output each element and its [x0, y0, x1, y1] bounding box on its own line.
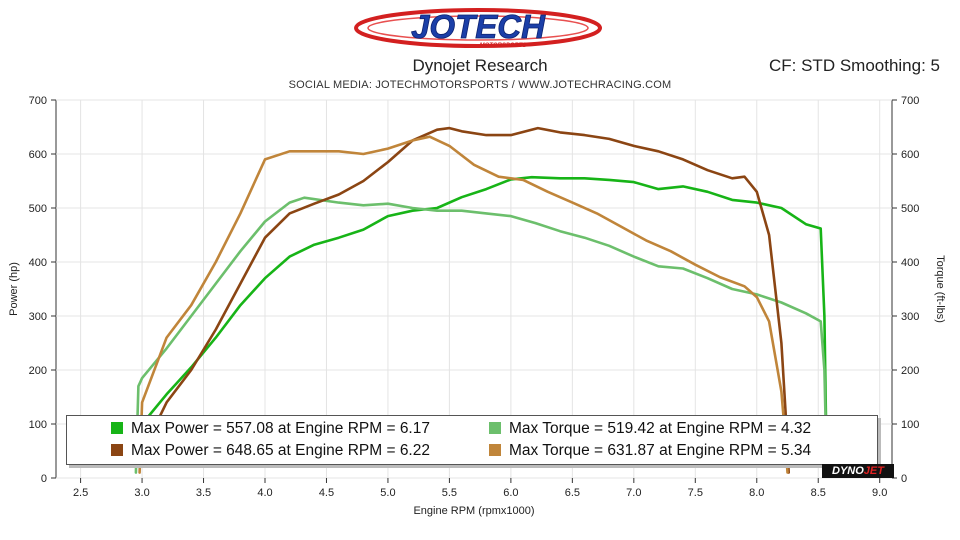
y-tick-label-right: 0: [901, 473, 907, 485]
x-axis-label: Engine RPM (rpmx1000): [413, 505, 534, 517]
x-tick-label: 7.0: [626, 487, 641, 499]
legend-swatch: [111, 444, 123, 456]
chart-title: Dynojet Research: [412, 56, 548, 75]
x-tick-label: 3.5: [196, 487, 211, 499]
y-tick-label-right: 200: [901, 365, 919, 377]
series-line-torque-2: [138, 135, 789, 474]
y-tick-label-right: 100: [901, 419, 919, 431]
y-tick-label-left: 100: [29, 419, 47, 431]
series-lines: [134, 126, 829, 474]
legend-swatch: [111, 422, 123, 434]
dynojet-watermark: DYNOJET: [822, 464, 894, 478]
x-tick-label: 2.5: [73, 487, 88, 499]
watermark-b: JET: [863, 465, 884, 477]
x-tick-label: 7.5: [688, 487, 703, 499]
x-tick-label: 8.0: [749, 487, 764, 499]
series-line-power-1: [134, 175, 829, 474]
y-tick-label-left: 200: [29, 365, 47, 377]
watermark-a: DYNO: [832, 465, 864, 477]
logo-swoosh: [354, 8, 602, 48]
x-tick-label: 9.0: [872, 487, 887, 499]
social-media-line: SOCIAL MEDIA: JOTECHMOTORSPORTS / WWW.JO…: [288, 79, 672, 91]
y-tick-label-left: 0: [41, 473, 47, 485]
legend-swatch: [489, 422, 501, 434]
legend-swatch: [489, 444, 501, 456]
y-tick-label-left: 300: [29, 311, 47, 323]
x-tick-label: 4.5: [319, 487, 334, 499]
logo-text: JOTECH: [411, 8, 546, 45]
legend: Max Power = 557.08 at Engine RPM = 6.17 …: [66, 415, 878, 465]
series-line-power-2: [146, 126, 790, 474]
y-tick-label-right: 600: [901, 149, 919, 161]
y-axis-left-ticks: 0 100 200 300 400 500 600 700: [29, 95, 56, 485]
logo-subtext: MOTORSPORTS: [480, 43, 527, 49]
legend-item-torque-1: Max Torque = 519.42 at Engine RPM = 4.32: [489, 420, 811, 438]
legend-label: Max Power = 557.08 at Engine RPM = 6.17: [131, 420, 430, 437]
y-axis-right-label: Torque (ft-lbs): [934, 255, 946, 323]
y-tick-label-left: 600: [29, 149, 47, 161]
x-tick-label: 3.0: [134, 487, 149, 499]
x-tick-label: 5.5: [442, 487, 457, 499]
legend-label: Max Power = 648.65 at Engine RPM = 6.22: [131, 442, 430, 459]
legend-item-power-1: Max Power = 557.08 at Engine RPM = 6.17: [111, 420, 430, 438]
y-tick-label-left: 500: [29, 203, 47, 215]
legend-label: Max Torque = 631.87 at Engine RPM = 5.34: [509, 442, 812, 459]
x-tick-label: 4.0: [257, 487, 272, 499]
x-tick-label: 8.5: [811, 487, 826, 499]
y-tick-label-right: 500: [901, 203, 919, 215]
x-tick-label: 6.5: [565, 487, 580, 499]
y-tick-label-right: 700: [901, 95, 919, 107]
jotech-logo: JOTECH MOTORSPORTS: [354, 8, 602, 49]
correction-factor: CF: STD Smoothing: 5: [768, 56, 940, 75]
logo-swoosh-inner: [367, 15, 589, 41]
series-line-torque-1: [134, 196, 829, 474]
legend-item-torque-2: Max Torque = 631.87 at Engine RPM = 5.34: [489, 442, 811, 460]
y-axis-right-ticks: 0 100 200 300 400 500 600 700: [892, 95, 919, 485]
x-axis-ticks: 2.5 3.0 3.5 4.0 4.5 5.0 5.5 6.0 6.5 7.0 7.5 8.0 8.5 9…: [73, 478, 887, 499]
y-tick-label-right: 300: [901, 311, 919, 323]
y-tick-label-right: 400: [901, 257, 919, 269]
legend-label: Max Torque = 519.42 at Engine RPM = 4.32: [509, 420, 812, 437]
y-axis-left-label: Power (hp): [8, 262, 20, 316]
y-tick-label-left: 400: [29, 257, 47, 269]
legend-item-power-2: Max Power = 648.65 at Engine RPM = 6.22: [111, 442, 430, 460]
y-tick-label-left: 700: [29, 95, 47, 107]
x-tick-label: 5.0: [380, 487, 395, 499]
x-tick-label: 6.0: [503, 487, 518, 499]
